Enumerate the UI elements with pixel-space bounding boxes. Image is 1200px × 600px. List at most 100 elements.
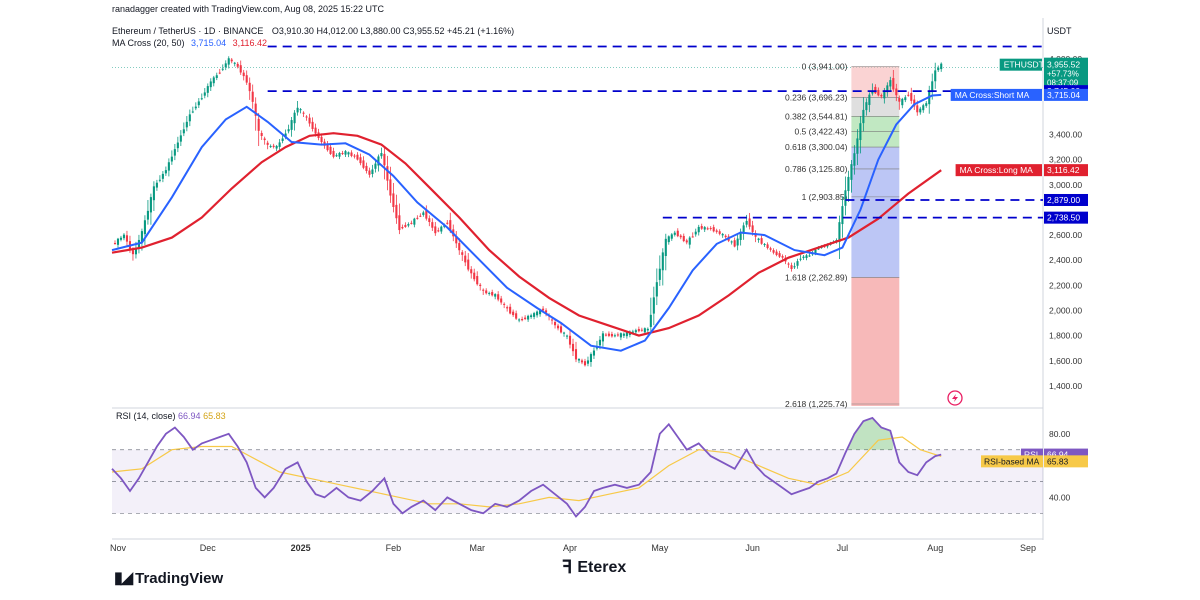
candle-body xyxy=(640,329,643,331)
price-tag-caption-box xyxy=(950,88,1042,101)
candle-body xyxy=(736,238,739,246)
candle-body xyxy=(724,235,727,238)
candle-body xyxy=(688,237,691,245)
ohlc-values: O3,910.30 H4,012.00 L3,880.00 C3,955.52 … xyxy=(271,26,515,36)
tradingview-logo[interactable]: ▮◢ TradingView xyxy=(114,568,223,588)
candle-body xyxy=(299,109,302,111)
candle-body xyxy=(817,248,820,250)
candle-body xyxy=(562,332,566,334)
candle-body xyxy=(862,109,865,124)
candle-body xyxy=(401,226,404,229)
candle-body xyxy=(685,240,688,243)
candle-body xyxy=(649,314,652,327)
candle-body xyxy=(802,256,805,258)
price-tag xyxy=(1044,193,1088,206)
candle-body xyxy=(865,102,868,111)
candle-body xyxy=(383,153,386,166)
candle-body xyxy=(553,321,557,326)
candle-body xyxy=(185,121,188,128)
candle-body xyxy=(380,153,383,157)
candle-body xyxy=(868,94,871,105)
candle-body xyxy=(455,236,458,244)
candle-body xyxy=(131,250,135,255)
price-tick-label: 3,000.00 xyxy=(1049,180,1082,190)
candle-body xyxy=(350,152,353,156)
horizontal-levels xyxy=(267,45,1043,219)
rsi-legend-ma-value: 65.83 xyxy=(203,411,226,421)
time-tick-label: Jul xyxy=(837,543,849,553)
candle-body xyxy=(509,306,512,314)
candle-body xyxy=(730,241,733,243)
candle-body xyxy=(236,63,239,67)
candle-body xyxy=(188,114,191,122)
time-tick-label: 2025 xyxy=(291,543,311,553)
candle-body xyxy=(805,255,808,259)
ma-legend-title: MA Cross (20, 50) xyxy=(112,38,185,48)
candle-body xyxy=(515,313,518,319)
candle-body xyxy=(667,236,670,243)
candle-body xyxy=(428,218,431,223)
candle-body xyxy=(290,120,293,130)
candle-body xyxy=(607,333,610,336)
currency-label: USDT xyxy=(1047,26,1072,36)
candle-body xyxy=(326,144,329,151)
time-tick-label: Jun xyxy=(745,543,760,553)
candle-body xyxy=(838,222,841,243)
candle-body xyxy=(278,142,281,147)
candle-body xyxy=(497,294,500,300)
candle-body xyxy=(359,157,362,164)
candle-body xyxy=(518,319,521,321)
candle-body xyxy=(158,179,161,181)
candle-body xyxy=(173,149,176,156)
rsi-ma-caption: RSI-based MA xyxy=(984,456,1040,466)
candle-body xyxy=(134,248,137,255)
fib-level-label: 0 (3,941.00) xyxy=(802,61,848,71)
candle-body xyxy=(901,98,904,106)
fib-level-label: 1.618 (2,262.89) xyxy=(785,272,848,282)
rsi-ma-tag xyxy=(1044,455,1088,468)
candle-body xyxy=(748,218,751,227)
candle-body xyxy=(374,163,377,169)
candle-body xyxy=(146,210,149,220)
candle-body xyxy=(622,333,625,336)
rsi-legend-title: RSI (14, close) xyxy=(116,411,178,421)
candle-body xyxy=(536,311,539,316)
candle-body xyxy=(916,105,919,113)
candle-body xyxy=(904,97,907,101)
candle-body xyxy=(491,292,494,296)
candle-body xyxy=(844,190,847,206)
candle-body xyxy=(892,78,895,90)
fibonacci-retracement: 0 (3,941.00) 0.236 (3,696.23) 0.382 (3,544… xyxy=(785,61,900,409)
candle-body xyxy=(841,206,844,225)
candle-body xyxy=(533,313,536,317)
candle-body xyxy=(721,233,724,236)
candle-body xyxy=(353,155,356,157)
candle-body xyxy=(260,132,263,136)
candle-body xyxy=(266,142,269,145)
candle-body xyxy=(212,77,215,84)
price-tick-label: 1,800.00 xyxy=(1049,331,1082,341)
candle-body xyxy=(757,238,760,241)
candle-body xyxy=(589,354,593,362)
candle-body xyxy=(425,210,428,219)
candle-body xyxy=(152,186,155,201)
candle-body xyxy=(700,226,703,229)
candle-body xyxy=(125,235,129,242)
time-tick-label: Nov xyxy=(110,543,127,553)
candle-body xyxy=(488,292,491,294)
price-tag-caption: MA Cross:Long MA xyxy=(960,165,1034,175)
candle-body xyxy=(179,135,182,142)
candle-body xyxy=(910,93,913,101)
price-labels: 3,955.52+57.73%08:37:09ETHUSDT3,745.003,… xyxy=(950,57,1088,224)
candle-body xyxy=(613,335,616,337)
candle-body xyxy=(257,118,260,131)
candle-body xyxy=(230,59,233,62)
candle-body xyxy=(898,97,901,102)
candle-body xyxy=(341,153,344,155)
candle-body xyxy=(392,193,395,207)
eterex-icon: ꟻ xyxy=(562,557,573,577)
candles xyxy=(113,56,943,367)
candle-body xyxy=(335,155,338,157)
candle-body xyxy=(775,251,778,255)
